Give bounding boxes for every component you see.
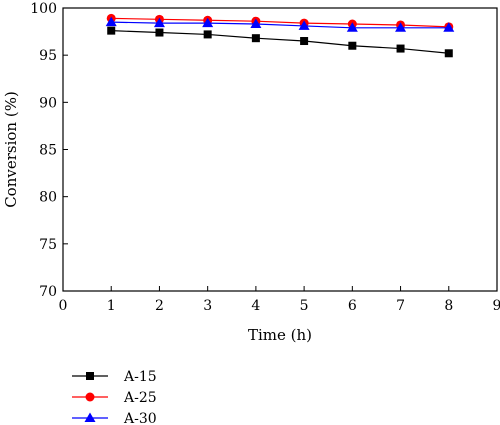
legend-label: A-30 <box>123 411 157 425</box>
data-point <box>250 18 262 29</box>
series-line <box>111 30 449 54</box>
data-point <box>298 20 310 30</box>
x-tick-label: 4 <box>251 298 260 314</box>
legend-entry: A-25 <box>72 390 157 406</box>
data-point <box>300 37 309 46</box>
data-point <box>155 28 164 37</box>
y-tick-label: 90 <box>39 95 57 111</box>
data-point <box>443 22 455 32</box>
plot-border <box>62 7 498 292</box>
data-point <box>203 30 212 39</box>
legend-label: A-15 <box>123 369 157 385</box>
y-tick-label: 95 <box>39 48 57 64</box>
series-A-30 <box>105 16 455 32</box>
series-A-15 <box>107 26 453 58</box>
legend: A-15 A-25 A-30 <box>72 369 157 425</box>
x-tick-label: 7 <box>396 298 405 314</box>
series-line <box>111 17 449 28</box>
plot-frame <box>62 7 498 292</box>
x-axis-ticks: 0 1 2 3 4 5 6 7 8 9 <box>59 286 500 314</box>
legend-entry: A-15 <box>72 369 157 385</box>
legend-label: A-25 <box>123 390 157 406</box>
legend-marker <box>85 392 95 402</box>
data-point <box>444 49 453 58</box>
data-point <box>396 44 405 53</box>
y-tick-label: 100 <box>30 1 57 17</box>
y-tick-label: 75 <box>39 237 57 253</box>
y-tick-label: 80 <box>39 190 57 206</box>
y-tick-label: 85 <box>39 143 57 159</box>
x-tick-label: 3 <box>203 298 212 314</box>
data-point <box>202 17 214 28</box>
legend-entry: A-30 <box>72 411 157 425</box>
x-axis-label: Time (h) <box>248 326 312 344</box>
x-tick-label: 0 <box>59 298 68 314</box>
data-point <box>348 41 357 50</box>
x-tick-label: 1 <box>107 298 116 314</box>
data-point <box>107 26 116 35</box>
data-point <box>105 16 117 27</box>
legend-marker <box>86 372 94 380</box>
y-axis-ticks: 70 75 80 85 90 95 100 <box>30 1 68 300</box>
data-point <box>395 22 407 32</box>
x-tick-label: 8 <box>444 298 453 314</box>
x-tick-label: 5 <box>300 298 309 314</box>
data-point <box>251 34 260 43</box>
series-layer <box>105 13 455 58</box>
x-tick-label: 9 <box>493 298 500 314</box>
data-point <box>346 22 358 32</box>
y-axis-label: Conversion (%) <box>2 91 20 208</box>
series-line <box>111 21 449 29</box>
data-point <box>153 17 165 28</box>
legend-marker <box>84 412 96 422</box>
x-tick-label: 6 <box>348 298 357 314</box>
x-tick-label: 2 <box>155 298 164 314</box>
y-tick-label: 70 <box>39 284 57 300</box>
